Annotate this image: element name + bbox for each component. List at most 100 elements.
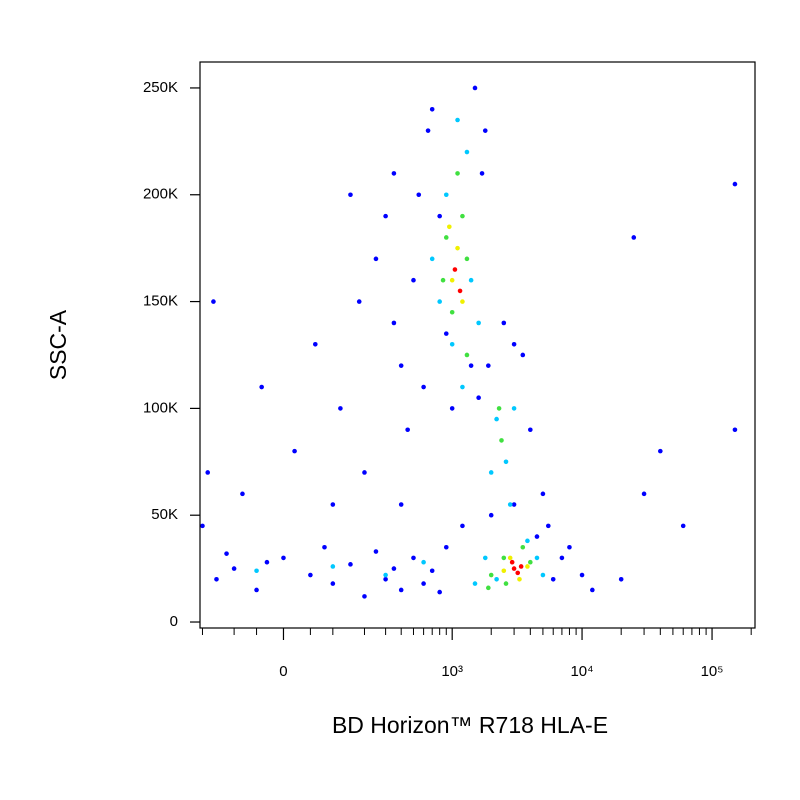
- point: [449, 341, 455, 347]
- point: [460, 213, 465, 219]
- point: [429, 256, 435, 262]
- point: [511, 341, 517, 347]
- point: [391, 566, 397, 571]
- point: [517, 576, 522, 582]
- point: [680, 523, 686, 529]
- point: [254, 568, 259, 574]
- x-axis-label: BD Horizon™ R718 HLA-E: [332, 712, 608, 738]
- point: [383, 576, 388, 582]
- point: [356, 299, 362, 304]
- point: [732, 427, 738, 433]
- point: [550, 576, 556, 582]
- point: [488, 470, 494, 475]
- point: [348, 192, 353, 198]
- y-tick-label: 250K: [143, 79, 178, 96]
- plot-area: [200, 85, 738, 599]
- point: [452, 267, 458, 272]
- point: [254, 587, 259, 593]
- point: [437, 213, 442, 219]
- point: [468, 363, 474, 368]
- point: [472, 581, 478, 586]
- point: [618, 576, 624, 582]
- point: [528, 559, 533, 565]
- point: [437, 589, 442, 595]
- x-tick-label: 10³: [441, 663, 463, 680]
- point: [501, 555, 507, 561]
- point: [405, 427, 410, 433]
- point: [443, 192, 449, 198]
- point: [391, 320, 397, 326]
- point: [259, 384, 264, 390]
- point: [518, 564, 524, 569]
- point: [499, 438, 504, 443]
- point: [443, 544, 449, 550]
- x-tick-label: 10⁵: [701, 663, 724, 680]
- point: [308, 572, 313, 578]
- y-tick-label: 100K: [143, 399, 178, 416]
- point: [460, 523, 465, 529]
- point: [528, 427, 533, 433]
- point: [525, 564, 530, 569]
- point: [509, 559, 515, 565]
- point: [540, 572, 546, 578]
- point: [421, 384, 426, 390]
- point: [240, 491, 245, 497]
- point: [501, 568, 507, 574]
- point: [421, 581, 426, 586]
- point: [488, 512, 494, 518]
- point: [590, 587, 595, 593]
- point: [429, 568, 435, 574]
- point: [460, 299, 465, 304]
- point: [559, 555, 565, 561]
- point: [362, 470, 367, 475]
- point: [313, 341, 318, 347]
- y-tick-label: 50K: [151, 506, 178, 523]
- point: [455, 171, 460, 176]
- point: [464, 352, 470, 358]
- point: [383, 213, 388, 219]
- point: [330, 564, 336, 569]
- y-tick-label: 0: [170, 613, 178, 630]
- point: [411, 555, 416, 561]
- y-axis-label: SSC-A: [45, 309, 71, 380]
- point: [488, 572, 494, 578]
- point: [494, 576, 499, 582]
- point: [440, 277, 446, 283]
- point: [503, 459, 509, 465]
- point: [476, 395, 481, 401]
- point: [398, 502, 404, 507]
- point: [534, 534, 540, 539]
- point: [373, 256, 379, 262]
- point: [658, 448, 663, 454]
- point: [205, 470, 211, 475]
- point: [231, 566, 237, 571]
- point: [330, 581, 336, 586]
- y-tick-label: 200K: [143, 186, 178, 203]
- point: [322, 544, 327, 550]
- point: [383, 572, 388, 578]
- point: [429, 107, 435, 112]
- point: [398, 363, 404, 368]
- point: [200, 523, 205, 529]
- point: [482, 555, 488, 561]
- point: [455, 117, 460, 123]
- point: [425, 128, 431, 133]
- point: [348, 562, 353, 567]
- point: [503, 581, 509, 586]
- point: [447, 224, 452, 230]
- point: [732, 181, 738, 187]
- point: [362, 594, 367, 599]
- point: [520, 544, 526, 550]
- point: [472, 85, 478, 91]
- point: [476, 320, 481, 326]
- point: [507, 555, 513, 561]
- point: [567, 544, 572, 550]
- point: [416, 192, 422, 198]
- point: [398, 587, 404, 593]
- point: [264, 559, 270, 565]
- point: [455, 245, 460, 251]
- point: [373, 549, 379, 554]
- point: [540, 491, 546, 497]
- point: [486, 585, 491, 591]
